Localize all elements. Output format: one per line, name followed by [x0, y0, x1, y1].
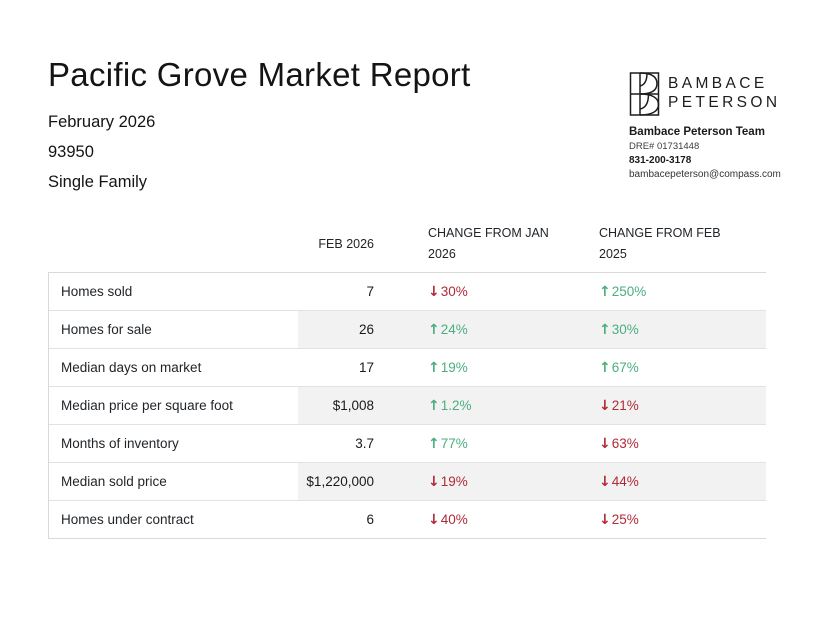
metric-value: 26	[298, 311, 386, 348]
metric-label: Homes for sale	[61, 322, 152, 337]
trend-arrow-icon: ↓	[428, 511, 440, 528]
metric-value: 3.7	[355, 436, 374, 451]
change-yoy: ↓ 63%	[557, 425, 766, 462]
trend-arrow-icon: ↑	[599, 359, 611, 376]
change-percent: 25%	[611, 512, 639, 527]
table-row-median-sold-price: Median sold price $1,220,000 ↓ 19% ↓ 44%	[49, 463, 766, 501]
change-percent: 19%	[440, 360, 468, 375]
trend-arrow-icon: ↓	[428, 473, 440, 490]
change-mom: ↓ 30%	[386, 273, 557, 310]
change-mom: ↓ 40%	[386, 501, 557, 538]
trend-arrow-icon: ↓	[599, 473, 611, 490]
team-name: Bambace Peterson Team	[629, 126, 765, 138]
trend-arrow-icon: ↑	[599, 321, 611, 338]
header-change-from-prev-year: CHANGE FROM FEB 2025	[599, 226, 721, 261]
change-percent: 19%	[440, 474, 468, 489]
report-subtitles: February 2026 93950 Single Family	[48, 107, 471, 197]
change-percent: 30%	[611, 322, 639, 337]
table-row-homes-for-sale: Homes for sale 26 ↑ 24% ↑ 30%	[49, 311, 766, 349]
table-row-median-price-per-sqft: Median price per square foot $1,008 ↑ 1.2…	[49, 387, 766, 425]
report-month: February 2026	[48, 113, 156, 131]
change-mom: ↑ 77%	[386, 425, 557, 462]
brand-logo: BAMBACE PETERSON	[629, 72, 789, 116]
change-yoy: ↓ 25%	[557, 501, 766, 538]
table-row-median-days-on-market: Median days on market 17 ↑ 19% ↑ 67%	[49, 349, 766, 387]
change-percent: 77%	[440, 436, 468, 451]
metric-value: $1,008	[298, 387, 386, 424]
trend-arrow-icon: ↑	[428, 321, 440, 338]
change-mom: ↓ 19%	[386, 463, 557, 500]
brand-wordmark-line1: BAMBACE	[668, 75, 768, 92]
metric-label: Median days on market	[61, 360, 202, 375]
market-stats-table: FEB 2026 CHANGE FROM JAN 2026 CHANGE FRO…	[48, 216, 766, 539]
bambace-peterson-monogram-icon	[629, 72, 660, 116]
brand-block: BAMBACE PETERSON Bambace Peterson Team D…	[629, 72, 789, 182]
table-row-homes-under-contract: Homes under contract 6 ↓ 40% ↓ 25%	[49, 501, 766, 538]
metric-label: Homes under contract	[61, 512, 194, 527]
trend-arrow-icon: ↓	[599, 511, 611, 528]
change-percent: 44%	[611, 474, 639, 489]
change-yoy: ↓ 21%	[557, 387, 766, 424]
change-yoy: ↓ 44%	[557, 463, 766, 500]
metric-value: $1,220,000	[298, 463, 386, 500]
metric-value: 6	[366, 512, 374, 527]
phone-number: 831-200-3178	[629, 155, 692, 166]
trend-arrow-icon: ↓	[428, 283, 440, 300]
trend-arrow-icon: ↑	[428, 397, 440, 414]
change-percent: 1.2%	[440, 398, 472, 413]
report-zipcode: 93950	[48, 143, 94, 161]
change-percent: 21%	[611, 398, 639, 413]
change-percent: 67%	[611, 360, 639, 375]
contact-block: Bambace Peterson Team DRE# 01731448 831-…	[629, 124, 789, 182]
header-change-from-prev-month: CHANGE FROM JAN 2026	[428, 226, 549, 261]
change-yoy: ↑ 250%	[557, 273, 766, 310]
report-header: Pacific Grove Market Report February 202…	[48, 56, 471, 197]
email-address: bambacepeterson@compass.com	[629, 169, 781, 180]
change-percent: 63%	[611, 436, 639, 451]
report-property-type: Single Family	[48, 173, 148, 191]
page-title: Pacific Grove Market Report	[48, 56, 471, 93]
dre-number: DRE# 01731448	[629, 141, 700, 152]
change-percent: 250%	[611, 284, 647, 299]
trend-arrow-icon: ↓	[599, 397, 611, 414]
metric-value: 7	[366, 284, 374, 299]
change-percent: 40%	[440, 512, 468, 527]
trend-arrow-icon: ↓	[599, 435, 611, 452]
change-mom: ↑ 1.2%	[386, 387, 557, 424]
trend-arrow-icon: ↑	[428, 359, 440, 376]
trend-arrow-icon: ↑	[428, 435, 440, 452]
metric-label: Homes sold	[61, 284, 133, 299]
trend-arrow-icon: ↑	[599, 283, 611, 300]
table-header-row: FEB 2026 CHANGE FROM JAN 2026 CHANGE FRO…	[48, 216, 766, 272]
change-mom: ↑ 24%	[386, 311, 557, 348]
change-percent: 30%	[440, 284, 468, 299]
metric-value: 17	[358, 360, 374, 375]
change-percent: 24%	[440, 322, 468, 337]
brand-wordmark-line2: PETERSON	[668, 94, 781, 111]
table-body: Homes sold 7 ↓ 30% ↑ 250% Homes for sale 2…	[48, 272, 766, 539]
metric-label: Median sold price	[61, 474, 167, 489]
metric-label: Months of inventory	[61, 436, 179, 451]
change-yoy: ↑ 30%	[557, 311, 766, 348]
table-row-months-of-inventory: Months of inventory 3.7 ↑ 77% ↓ 63%	[49, 425, 766, 463]
table-row-homes-sold: Homes sold 7 ↓ 30% ↑ 250%	[49, 273, 766, 311]
metric-label: Median price per square foot	[61, 398, 233, 413]
header-current-month: FEB 2026	[318, 236, 374, 251]
brand-wordmark: BAMBACE PETERSON	[668, 74, 780, 112]
change-mom: ↑ 19%	[386, 349, 557, 386]
change-yoy: ↑ 67%	[557, 349, 766, 386]
